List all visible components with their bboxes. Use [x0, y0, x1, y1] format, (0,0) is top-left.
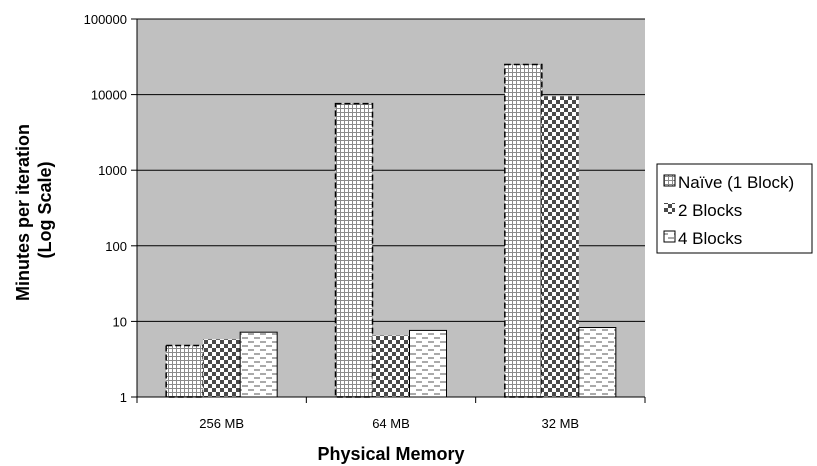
y-tick-label: 1000 — [98, 163, 127, 178]
bar — [203, 339, 241, 397]
bar — [372, 335, 410, 397]
y-tick-label: 100 — [105, 239, 127, 254]
bar — [578, 327, 617, 398]
legend: Naïve (1 Block) 2 Blocks 4 Blocks — [656, 163, 813, 254]
legend-box — [656, 163, 813, 254]
bar — [409, 329, 447, 398]
legend-label-2-blocks: 2 Blocks — [678, 201, 742, 220]
x-tick-label: 64 MB — [372, 416, 410, 431]
y-tick-label: 1 — [120, 390, 127, 405]
legend-label-4-blocks: 4 Blocks — [678, 229, 742, 248]
bars — [165, 63, 617, 398]
bar — [334, 102, 374, 398]
legend-item-4-blocks: 4 Blocks — [663, 229, 742, 248]
y-tick-label: 100000 — [84, 12, 127, 27]
legend-item-naive: Naïve (1 Block) — [663, 173, 794, 192]
legend-swatch-4-blocks — [663, 230, 676, 243]
bar — [165, 344, 204, 398]
axes: 1 10 100 1000 10000 100000 256 MB 64 MB 32 MB — [84, 12, 646, 431]
y-axis-title-line-2: (Log Scale) — [35, 161, 55, 258]
bar — [504, 63, 543, 398]
bar — [541, 96, 579, 398]
y-axis-title: Minutes per iteration (Log Scale) — [13, 119, 55, 301]
legend-swatch-2-blocks — [664, 203, 675, 214]
legend-swatch-naive — [663, 174, 676, 187]
legend-item-2-blocks: 2 Blocks — [664, 201, 742, 220]
x-tick-label: 256 MB — [199, 416, 244, 431]
y-axis-title-line-1: Minutes per iteration — [13, 124, 33, 301]
bar — [239, 331, 278, 398]
x-tick-label: 32 MB — [542, 416, 580, 431]
y-tick-label: 10 — [113, 314, 127, 329]
y-tick-label: 10000 — [91, 88, 127, 103]
x-axis-title: Physical Memory — [317, 444, 464, 464]
legend-label-naive: Naïve (1 Block) — [678, 173, 794, 192]
